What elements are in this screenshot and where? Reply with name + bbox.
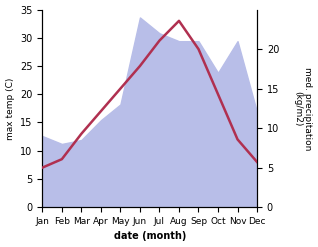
Y-axis label: med. precipitation
(kg/m2): med. precipitation (kg/m2) [293, 67, 313, 150]
Y-axis label: max temp (C): max temp (C) [5, 77, 15, 140]
X-axis label: date (month): date (month) [114, 231, 186, 242]
